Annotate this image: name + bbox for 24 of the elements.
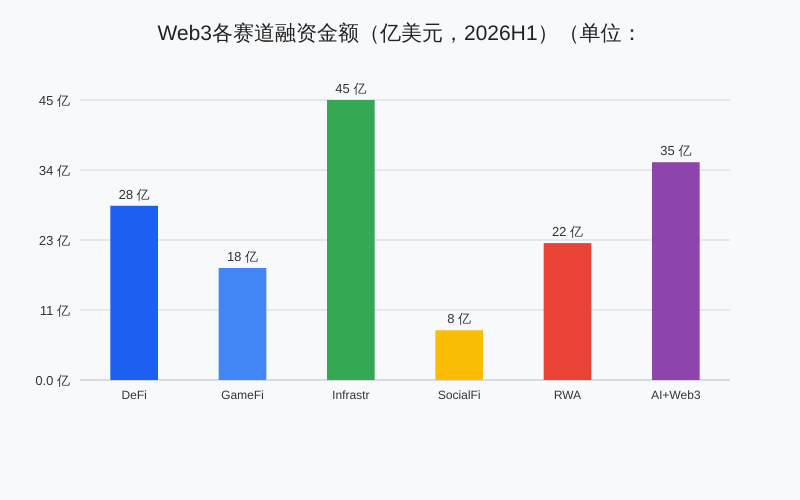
x-tick-label: SocialFi: [438, 388, 481, 402]
bar: [327, 100, 375, 380]
data-label: 28 亿: [118, 186, 150, 202]
bar: [218, 268, 266, 380]
data-label: 22 亿: [552, 224, 584, 240]
x-tick-label: Infrastr: [332, 388, 370, 402]
data-label: 8 亿: [447, 311, 472, 326]
data-label: 18 亿: [226, 249, 258, 264]
y-tick-label: 23 亿: [38, 233, 70, 248]
bar: [435, 330, 483, 380]
chart-title: Web3各赛道融资金额（亿美元，2026H1）（单位：: [157, 22, 643, 45]
y-tick-label: 11 亿: [40, 303, 70, 318]
x-tick-label: AI+Web3: [651, 388, 701, 402]
x-tick-label: RWA: [554, 388, 582, 402]
x-tick-label: DeFi: [121, 388, 147, 402]
data-label: 35 亿: [660, 143, 692, 158]
y-tick-label: 34 亿: [38, 163, 70, 178]
y-tick-label: 45 亿: [38, 93, 70, 108]
y-tick-label: 0.0 亿: [35, 373, 70, 388]
bar: [110, 206, 158, 380]
bar: [544, 243, 592, 380]
bar: [652, 162, 700, 380]
x-tick-label: GameFi: [221, 388, 264, 402]
data-label: 45 亿: [335, 81, 366, 96]
